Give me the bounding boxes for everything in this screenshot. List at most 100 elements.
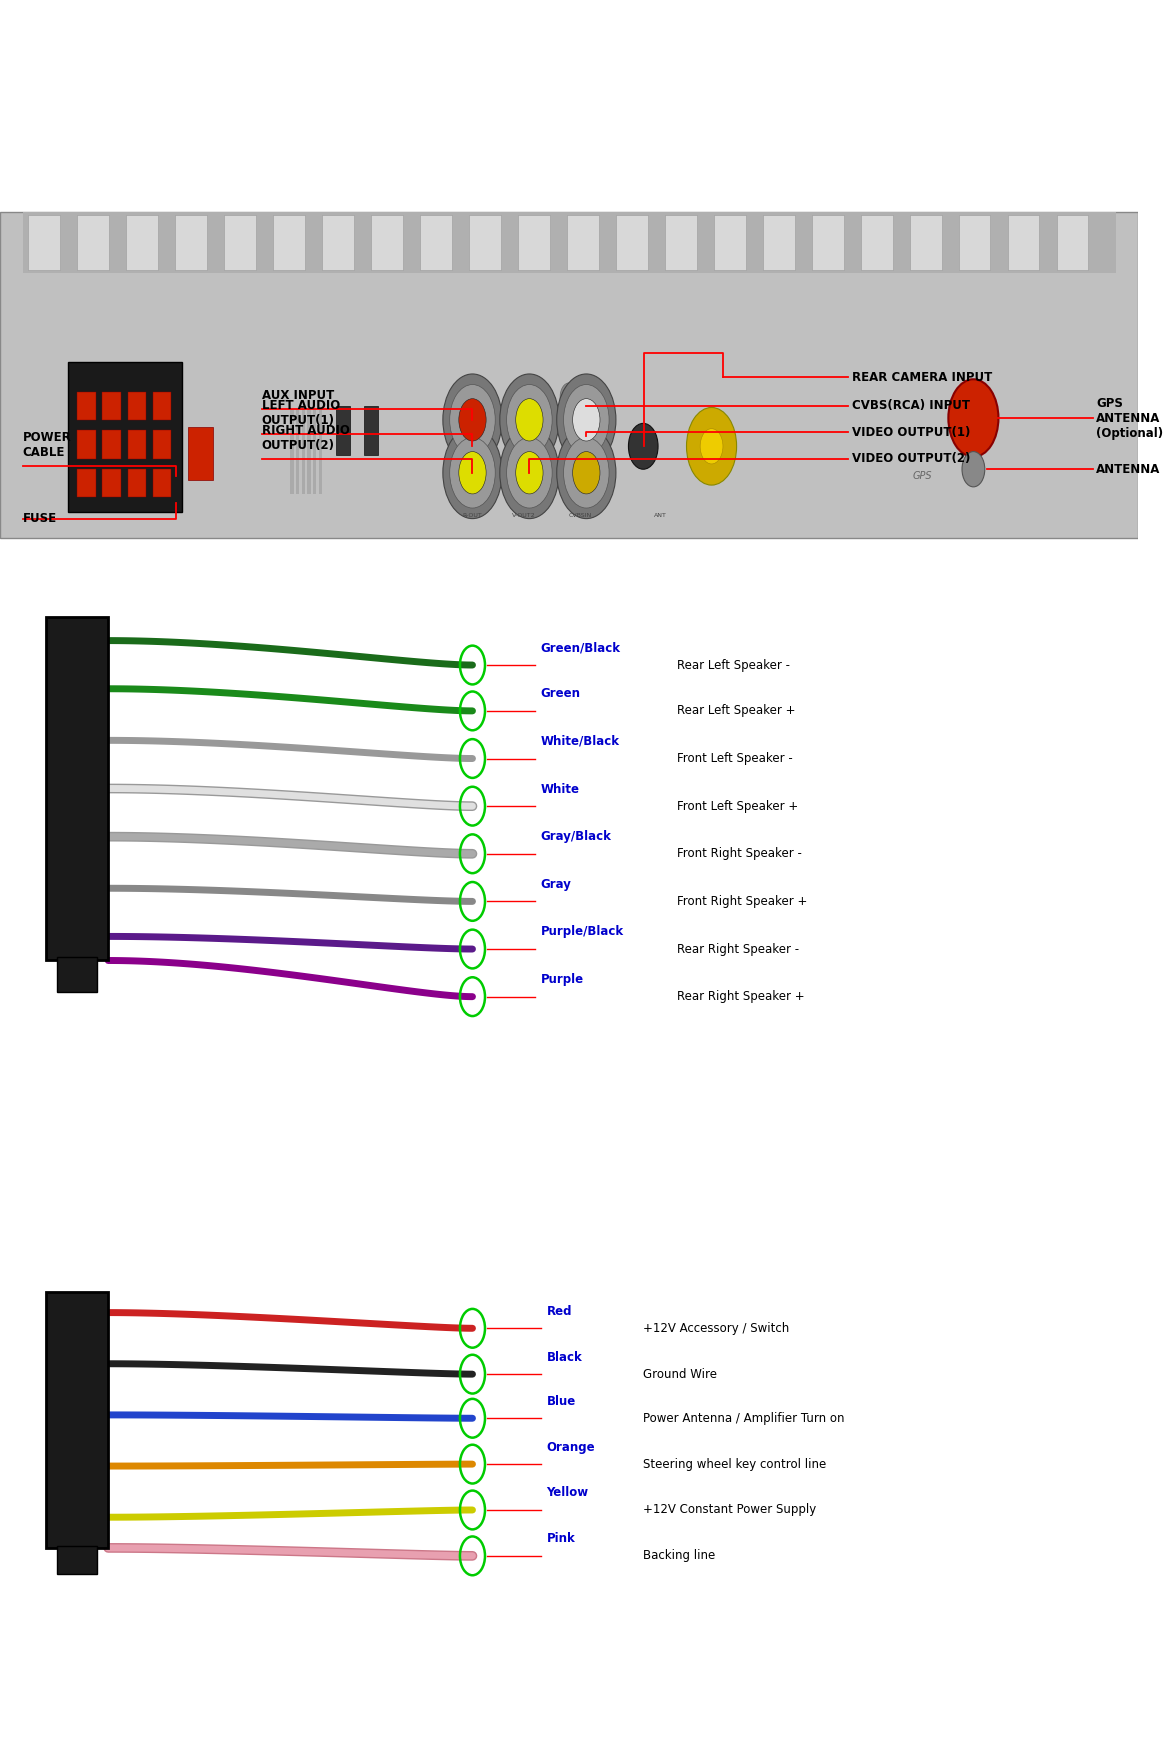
Text: Steering wheel key control line: Steering wheel key control line <box>643 1457 826 1471</box>
Circle shape <box>506 437 552 508</box>
Bar <box>22 212 1116 273</box>
Bar <box>77 392 96 420</box>
Text: Front Left Speaker +: Front Left Speaker + <box>677 799 798 813</box>
Text: Gray/Black: Gray/Black <box>540 831 612 843</box>
Text: White: White <box>540 783 580 796</box>
Text: Rear Left Speaker +: Rear Left Speaker + <box>677 704 796 718</box>
Text: R-OUT: R-OUT <box>463 513 483 517</box>
Text: Power Antenna / Amplifier Turn on: Power Antenna / Amplifier Turn on <box>643 1411 845 1425</box>
Bar <box>469 215 500 270</box>
Bar <box>420 215 452 270</box>
Text: Green/Black: Green/Black <box>540 642 621 654</box>
Bar <box>616 215 648 270</box>
Circle shape <box>443 427 502 519</box>
Text: Orange: Orange <box>546 1441 595 1454</box>
Text: Rear Right Speaker +: Rear Right Speaker + <box>677 990 805 1004</box>
Circle shape <box>450 437 496 508</box>
Text: Rear Right Speaker -: Rear Right Speaker - <box>677 942 799 956</box>
Bar <box>372 215 403 270</box>
Bar <box>46 616 108 960</box>
Bar <box>336 406 349 455</box>
Bar <box>518 215 550 270</box>
Text: +12V Constant Power Supply: +12V Constant Power Supply <box>643 1503 817 1517</box>
Circle shape <box>506 385 552 455</box>
Circle shape <box>458 399 486 441</box>
Text: Front Right Speaker -: Front Right Speaker - <box>677 847 803 861</box>
Circle shape <box>687 407 736 485</box>
Bar <box>102 430 121 459</box>
Bar <box>567 215 599 270</box>
Circle shape <box>573 399 600 441</box>
Text: FUSE: FUSE <box>22 512 57 526</box>
Circle shape <box>516 452 543 494</box>
Bar <box>860 215 893 270</box>
Bar <box>152 469 171 497</box>
Text: V-OUT2: V-OUT2 <box>512 513 536 517</box>
Bar <box>812 215 844 270</box>
Circle shape <box>573 452 600 494</box>
Bar <box>0 212 1138 538</box>
Circle shape <box>962 452 984 487</box>
Bar <box>102 392 121 420</box>
Text: CVBSIN: CVBSIN <box>568 513 592 517</box>
Text: Blue: Blue <box>546 1395 575 1408</box>
Text: CVBS(RCA) INPUT: CVBS(RCA) INPUT <box>852 399 969 413</box>
Bar <box>46 1291 108 1549</box>
Text: Purple/Black: Purple/Black <box>540 926 624 938</box>
Circle shape <box>628 423 657 469</box>
Bar <box>152 392 171 420</box>
Bar <box>297 409 299 494</box>
Bar <box>57 1545 97 1573</box>
Text: Yellow: Yellow <box>546 1487 588 1499</box>
Bar <box>152 430 171 459</box>
Text: Backing line: Backing line <box>643 1549 715 1563</box>
Bar <box>77 215 109 270</box>
Bar <box>909 215 941 270</box>
Circle shape <box>564 385 609 455</box>
Text: LEFT AUDIO
OUTPUT(1): LEFT AUDIO OUTPUT(1) <box>261 399 340 427</box>
Circle shape <box>458 452 486 494</box>
Circle shape <box>557 427 616 519</box>
Bar <box>364 406 379 455</box>
Bar <box>128 430 145 459</box>
Text: ANT: ANT <box>654 513 667 517</box>
Circle shape <box>516 399 543 441</box>
Circle shape <box>948 379 999 457</box>
Bar <box>68 362 182 512</box>
Text: Rear Left Speaker -: Rear Left Speaker - <box>677 658 790 672</box>
Text: GPS
ANTENNA
(Optional): GPS ANTENNA (Optional) <box>1096 397 1164 439</box>
Bar <box>224 215 257 270</box>
Circle shape <box>443 374 502 466</box>
Circle shape <box>557 374 616 466</box>
Bar <box>291 409 294 494</box>
Text: GPS: GPS <box>912 471 932 482</box>
Circle shape <box>700 429 723 464</box>
Text: Green: Green <box>540 688 581 700</box>
Text: Front Left Speaker -: Front Left Speaker - <box>677 751 793 766</box>
Text: VIDEO OUTPUT(1): VIDEO OUTPUT(1) <box>852 425 970 439</box>
Text: AUX INPUT: AUX INPUT <box>261 390 334 402</box>
Circle shape <box>564 437 609 508</box>
Bar <box>77 469 96 497</box>
Text: Pink: Pink <box>546 1533 575 1545</box>
Bar <box>176 215 207 270</box>
Bar <box>763 215 795 270</box>
Bar <box>307 409 311 494</box>
Text: REAR CAMERA INPUT: REAR CAMERA INPUT <box>852 370 992 385</box>
Text: Purple: Purple <box>540 974 584 986</box>
Bar <box>665 215 696 270</box>
Bar <box>128 469 145 497</box>
Bar <box>273 215 305 270</box>
Bar <box>1056 215 1089 270</box>
Text: ANTENNA: ANTENNA <box>1096 462 1160 476</box>
Text: White/Black: White/Black <box>540 736 620 748</box>
Bar <box>128 392 145 420</box>
Bar <box>28 215 60 270</box>
Bar <box>57 956 97 991</box>
Bar <box>188 427 213 480</box>
Text: Front Right Speaker +: Front Right Speaker + <box>677 894 808 908</box>
Bar <box>714 215 745 270</box>
Text: Red: Red <box>546 1305 572 1318</box>
Text: Gray: Gray <box>540 878 572 891</box>
Circle shape <box>560 383 578 411</box>
